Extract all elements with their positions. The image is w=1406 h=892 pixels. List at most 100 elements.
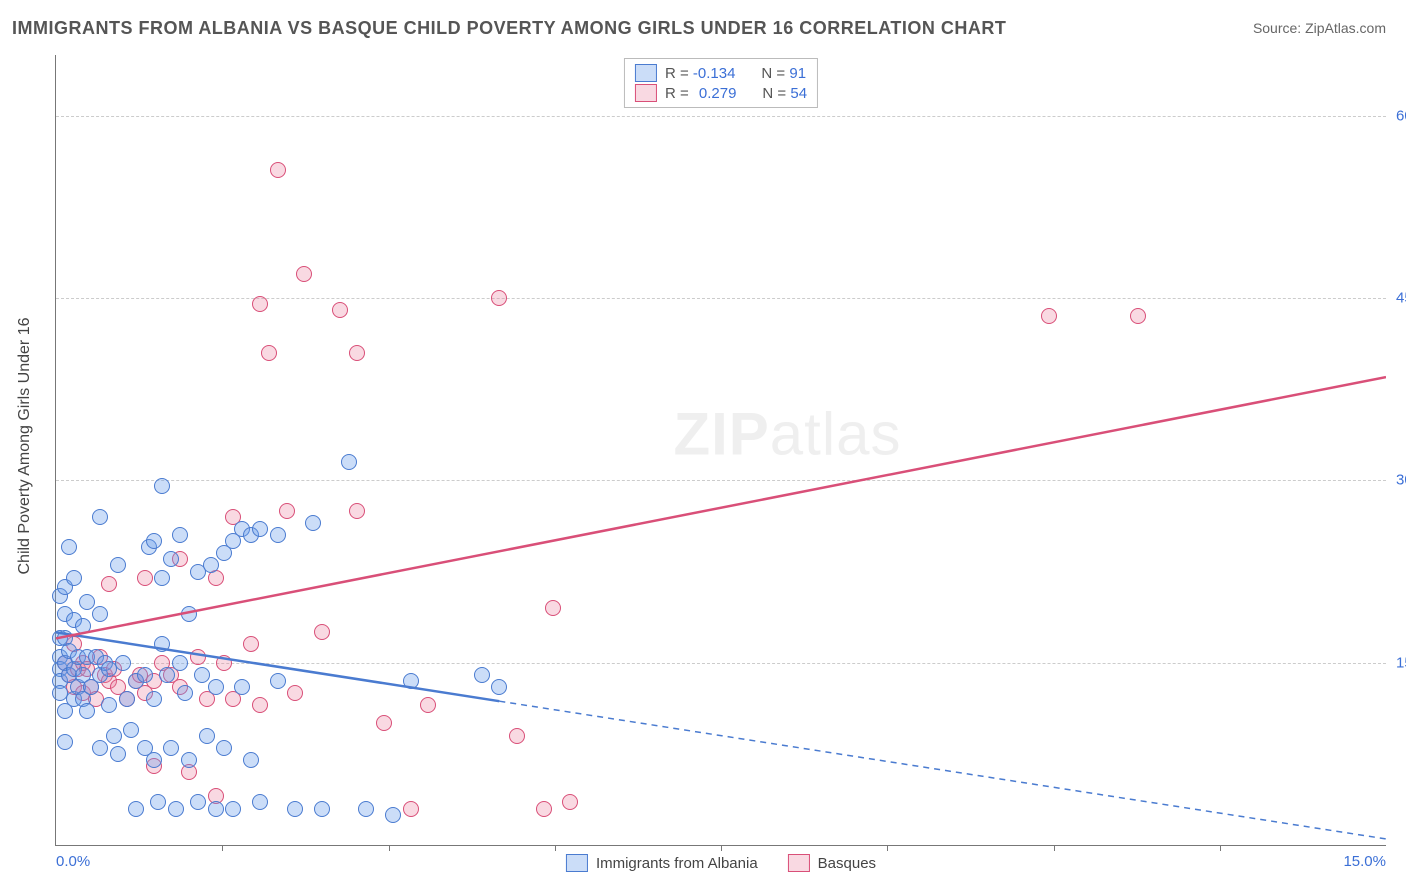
data-point-blue: [358, 801, 374, 817]
data-point-blue: [172, 655, 188, 671]
data-point-blue: [474, 667, 490, 683]
data-point-blue: [66, 570, 82, 586]
data-point-pink: [1130, 308, 1146, 324]
data-point-blue: [403, 673, 419, 689]
data-point-blue: [491, 679, 507, 695]
data-point-blue: [225, 801, 241, 817]
data-point-blue: [110, 746, 126, 762]
data-point-pink: [296, 266, 312, 282]
data-point-pink: [403, 801, 419, 817]
data-point-blue: [106, 728, 122, 744]
y-tick-label: 60.0%: [1396, 107, 1406, 124]
data-point-blue: [123, 722, 139, 738]
legend-stats-row-pink: R = 0.279 N = 54: [635, 83, 807, 103]
data-point-blue: [172, 527, 188, 543]
data-point-blue: [270, 673, 286, 689]
gridline: [56, 480, 1386, 481]
x-tick: [721, 845, 722, 851]
legend-stats-row-blue: R = -0.134 N = 91: [635, 63, 807, 83]
data-point-blue: [92, 740, 108, 756]
data-point-blue: [92, 509, 108, 525]
data-point-pink: [243, 636, 259, 652]
data-point-blue: [163, 740, 179, 756]
data-point-pink: [279, 503, 295, 519]
data-point-pink: [536, 801, 552, 817]
data-point-blue: [137, 667, 153, 683]
data-point-blue: [101, 697, 117, 713]
data-point-blue: [92, 606, 108, 622]
data-point-pink: [252, 296, 268, 312]
data-point-pink: [1041, 308, 1057, 324]
data-point-pink: [332, 302, 348, 318]
chart-title: IMMIGRANTS FROM ALBANIA VS BASQUE CHILD …: [12, 18, 1006, 39]
data-point-blue: [199, 728, 215, 744]
data-point-blue: [128, 801, 144, 817]
data-point-pink: [252, 697, 268, 713]
data-point-blue: [150, 794, 166, 810]
data-point-pink: [216, 655, 232, 671]
data-point-pink: [314, 624, 330, 640]
data-point-blue: [146, 533, 162, 549]
data-point-blue: [208, 679, 224, 695]
data-point-blue: [57, 734, 73, 750]
data-point-pink: [491, 290, 507, 306]
data-point-blue: [154, 570, 170, 586]
swatch-blue: [566, 854, 588, 872]
data-point-blue: [270, 527, 286, 543]
data-point-blue: [146, 752, 162, 768]
x-tick: [555, 845, 556, 851]
data-point-blue: [287, 801, 303, 817]
source-label: Source: ZipAtlas.com: [1253, 20, 1386, 36]
y-axis-label: Child Poverty Among Girls Under 16: [16, 318, 34, 575]
data-point-blue: [115, 655, 131, 671]
data-point-pink: [509, 728, 525, 744]
data-point-blue: [168, 801, 184, 817]
data-point-blue: [234, 679, 250, 695]
x-tick: [1054, 845, 1055, 851]
data-point-blue: [154, 636, 170, 652]
data-point-blue: [181, 752, 197, 768]
legend-item-blue: Immigrants from Albania: [566, 854, 758, 872]
data-point-blue: [190, 794, 206, 810]
data-point-blue: [61, 539, 77, 555]
data-point-pink: [545, 600, 561, 616]
data-point-blue: [252, 521, 268, 537]
swatch-blue: [635, 64, 657, 82]
watermark: ZIPatlas: [673, 400, 901, 469]
data-point-blue: [110, 557, 126, 573]
gridline: [56, 116, 1386, 117]
x-min-label: 0.0%: [56, 853, 90, 870]
data-point-blue: [216, 740, 232, 756]
data-point-pink: [376, 715, 392, 731]
x-tick: [222, 845, 223, 851]
data-point-blue: [163, 551, 179, 567]
data-point-blue: [79, 703, 95, 719]
data-point-blue: [252, 794, 268, 810]
data-point-pink: [349, 503, 365, 519]
data-point-pink: [101, 576, 117, 592]
data-point-blue: [79, 594, 95, 610]
data-point-pink: [137, 570, 153, 586]
x-tick: [389, 845, 390, 851]
data-point-blue: [203, 557, 219, 573]
x-tick: [1220, 845, 1221, 851]
x-max-label: 15.0%: [1343, 853, 1386, 870]
y-tick-label: 15.0%: [1396, 654, 1406, 671]
data-point-blue: [341, 454, 357, 470]
plot-area: ZIPatlas R = -0.134 N = 91 R = 0.279 N =…: [55, 55, 1386, 846]
data-point-pink: [190, 649, 206, 665]
data-point-pink: [420, 697, 436, 713]
data-point-blue: [177, 685, 193, 701]
data-point-blue: [75, 618, 91, 634]
data-point-blue: [154, 478, 170, 494]
data-point-blue: [181, 606, 197, 622]
y-tick-label: 30.0%: [1396, 472, 1406, 489]
data-point-blue: [243, 752, 259, 768]
x-tick: [887, 845, 888, 851]
y-tick-label: 45.0%: [1396, 290, 1406, 307]
data-point-pink: [349, 345, 365, 361]
data-point-blue: [208, 801, 224, 817]
legend-series: Immigrants from Albania Basques: [566, 854, 876, 872]
data-point-blue: [305, 515, 321, 531]
swatch-pink: [788, 854, 810, 872]
